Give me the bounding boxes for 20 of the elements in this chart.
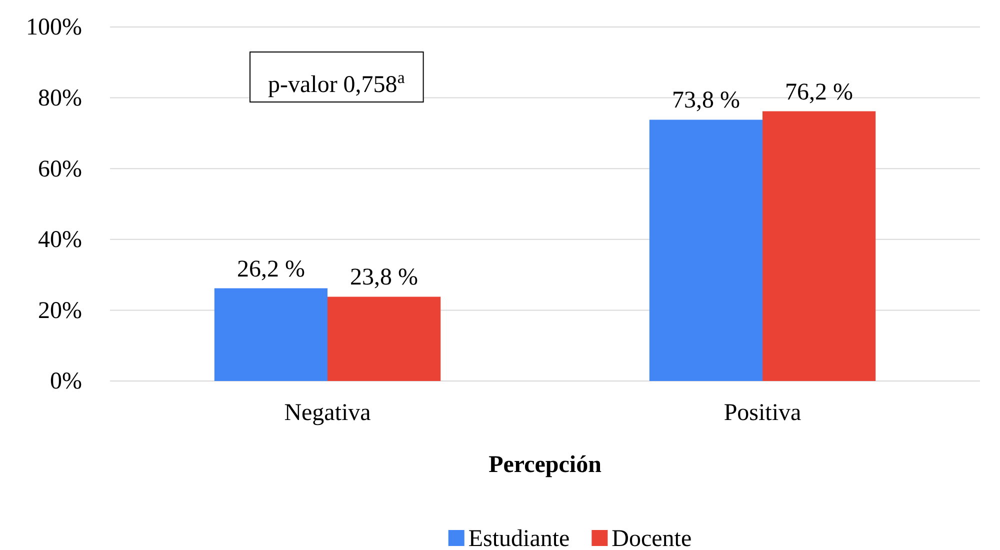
y-tick-label: 20%	[38, 298, 82, 324]
data-label: 73,8 %	[672, 88, 740, 114]
y-tick-label: 100%	[26, 14, 82, 41]
bar	[214, 288, 328, 381]
data-label: 26,2 %	[236, 256, 305, 282]
bar	[328, 296, 441, 381]
data-label: 23,8 %	[350, 264, 418, 291]
x-tick-label: Negativa	[284, 400, 372, 426]
annotation: p-valor 0,758$^{a}$	[268, 68, 406, 98]
y-tick-label: 60%	[38, 156, 82, 182]
legend-label: Estudiante	[468, 526, 570, 550]
data-label: 76,2 %	[785, 79, 854, 106]
bar	[762, 111, 876, 381]
y-tick-label: 80%	[38, 85, 82, 112]
y-tick-label: 40%	[38, 227, 82, 254]
x-tick-label: Positiva	[724, 400, 802, 426]
y-tick-label: 0%	[50, 368, 82, 395]
x-axis-title: Percepción	[488, 452, 602, 478]
legend-label: Docente	[612, 526, 692, 550]
bar	[649, 120, 762, 381]
